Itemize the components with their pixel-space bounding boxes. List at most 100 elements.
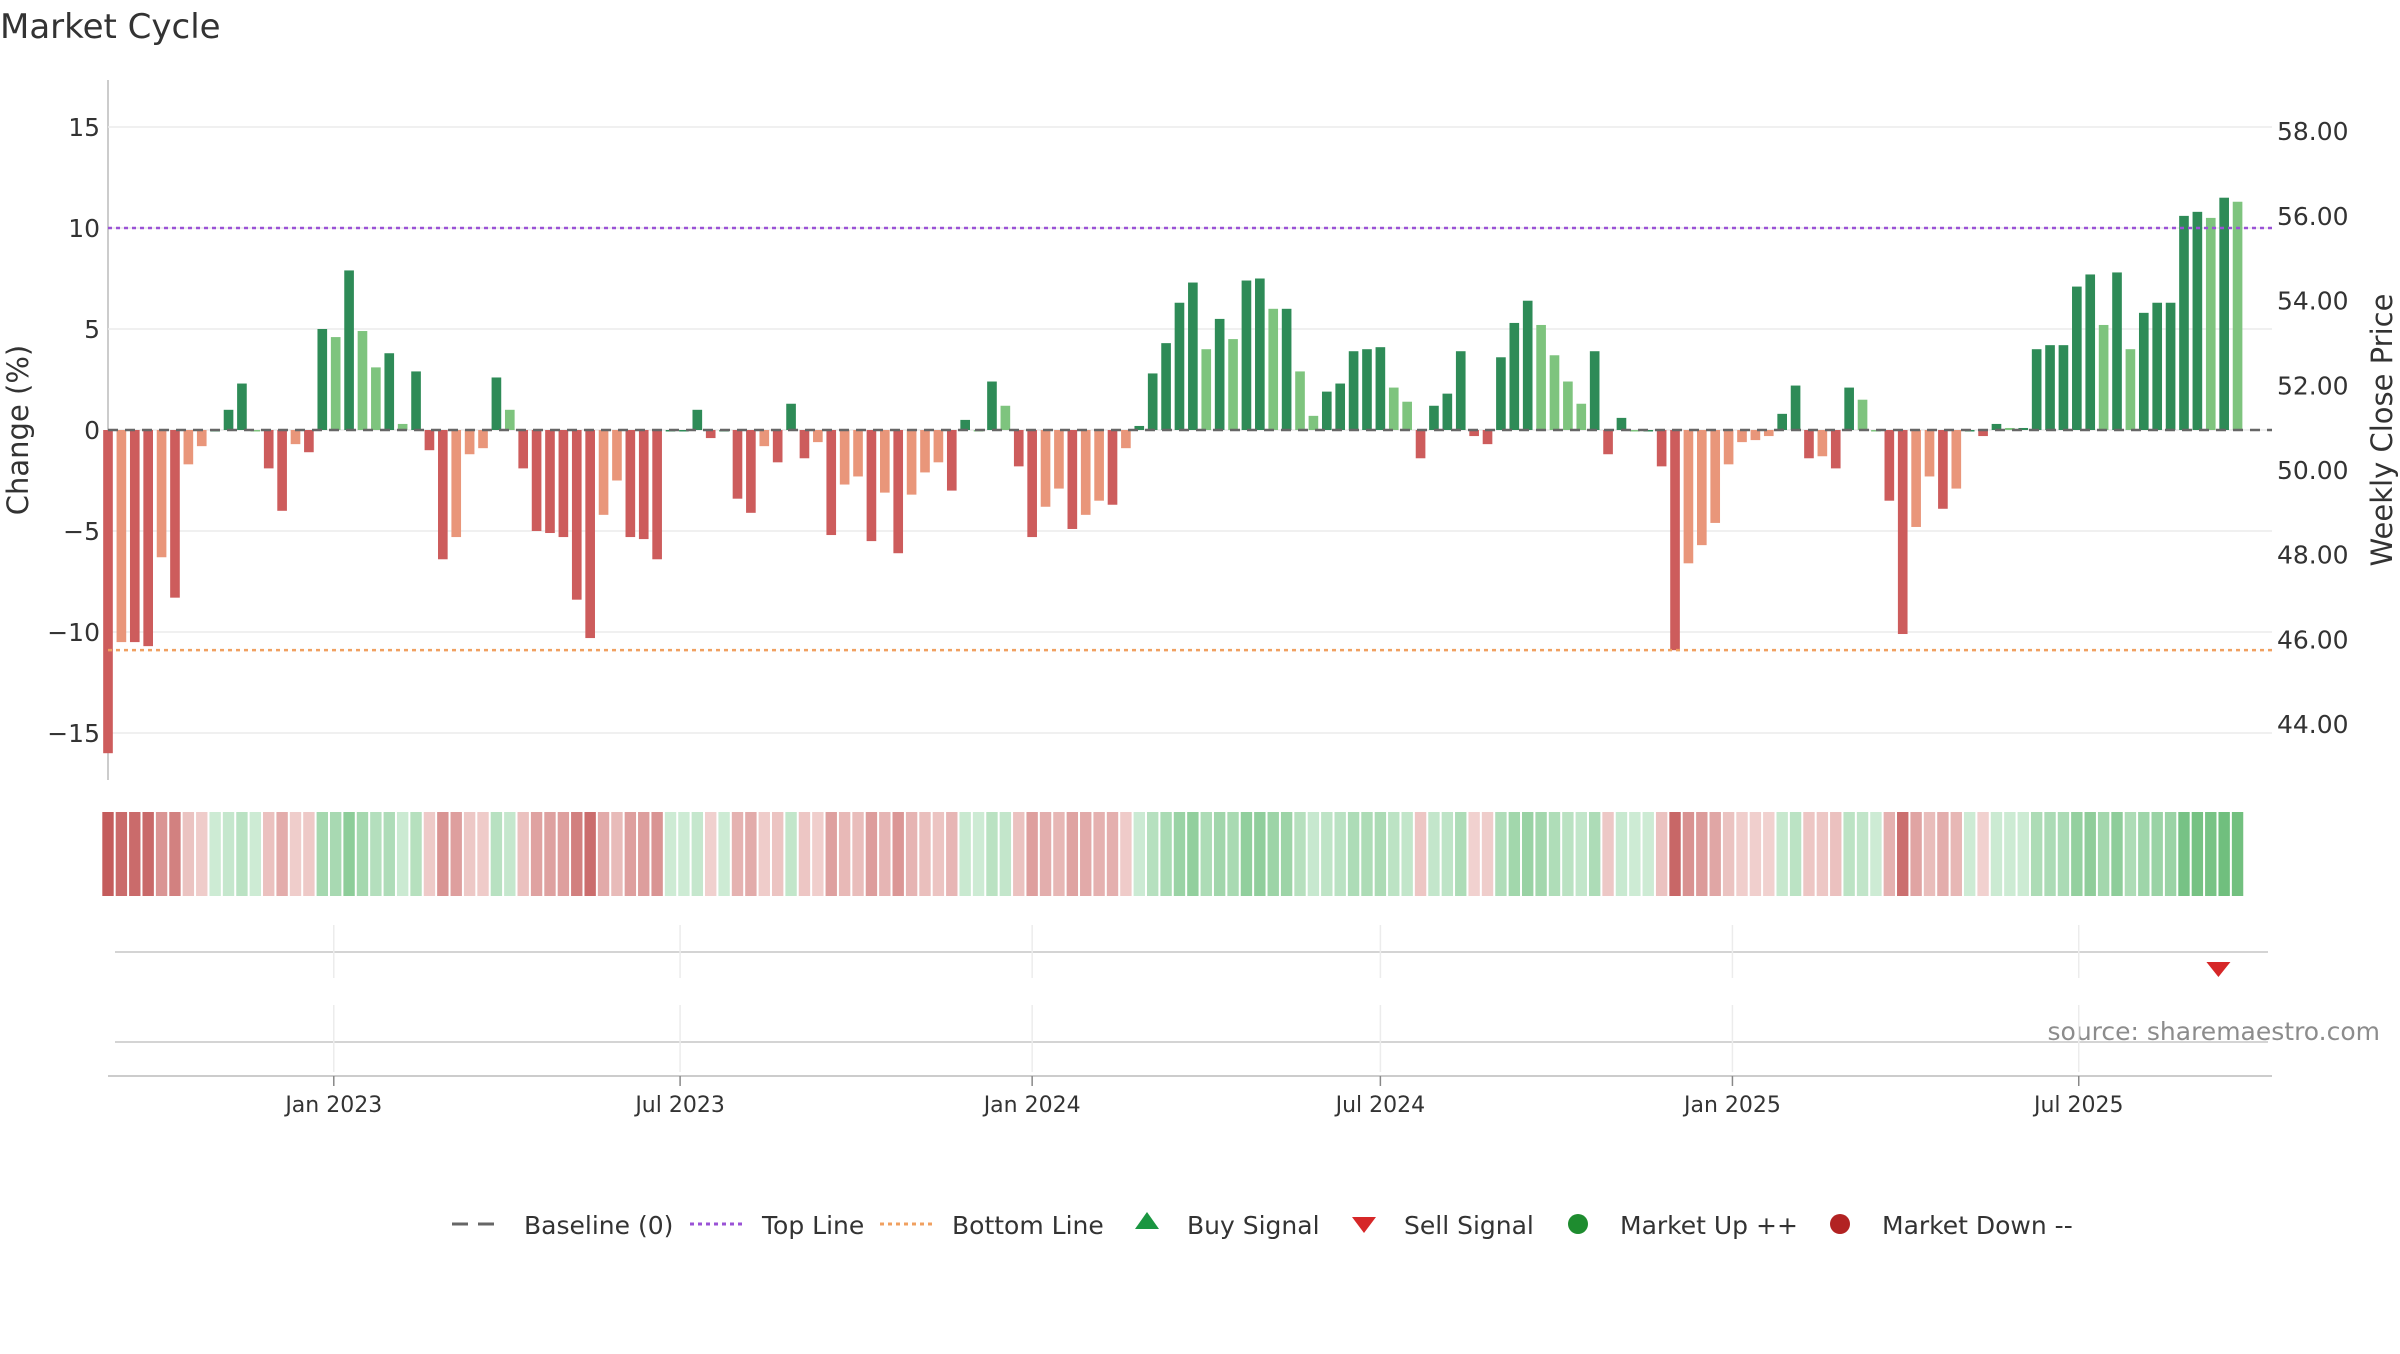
heat-cell	[1240, 812, 1253, 896]
heat-cell	[1361, 812, 1373, 896]
heat-cell	[343, 812, 355, 896]
heat-cell	[1401, 812, 1413, 896]
y2-axis-label: Weekly Close Price	[2365, 294, 2399, 567]
legend-item: Market Up ++	[1568, 1211, 1798, 1240]
heat-cell	[1374, 812, 1387, 896]
bar	[129, 430, 140, 643]
heat-cell	[289, 812, 302, 896]
heat-cell	[249, 812, 262, 896]
heat-cell	[1347, 812, 1360, 896]
heat-cell	[1870, 812, 1882, 896]
bar	[1375, 347, 1386, 430]
heat-cell	[383, 812, 395, 896]
heat-cell	[1816, 812, 1829, 896]
bar	[638, 430, 649, 540]
bar	[317, 329, 328, 430]
bar	[2018, 427, 2029, 430]
heat-cell	[102, 812, 114, 896]
bar	[1790, 385, 1801, 430]
bar	[384, 353, 395, 430]
heat-cell	[1615, 812, 1628, 896]
bar	[1281, 308, 1292, 430]
heat-cell	[1468, 812, 1480, 896]
heat-cell	[932, 812, 945, 896]
legend-symbol	[1135, 1212, 1159, 1229]
bar	[1897, 430, 1908, 635]
legend-label: Market Up ++	[1620, 1211, 1798, 1240]
heat-cell	[1187, 812, 1199, 896]
bar	[1630, 430, 1640, 432]
bar	[598, 430, 609, 515]
bar	[1295, 371, 1305, 430]
bar	[1978, 430, 1988, 437]
y2-tick-label: 52.00	[2277, 371, 2349, 400]
bar	[2152, 302, 2163, 430]
y-tick-label: −10	[47, 618, 100, 647]
bar	[1817, 430, 1828, 457]
heat-cell	[2151, 812, 2163, 896]
heat-cell	[1669, 812, 1681, 896]
bar	[223, 409, 234, 430]
bar	[1536, 324, 1546, 430]
x-tick-label: Jan 2024	[982, 1093, 1081, 1118]
bar	[1777, 413, 1787, 430]
bar	[518, 430, 529, 469]
heat-cell	[919, 812, 931, 896]
heat-cell	[544, 812, 556, 896]
heat-cell	[169, 812, 181, 896]
heat-cell	[1709, 812, 1721, 896]
heat-cell	[1562, 812, 1574, 896]
bar	[1040, 430, 1051, 507]
heat-cell	[504, 812, 516, 896]
legend-label: Baseline (0)	[524, 1211, 673, 1240]
heat-cell	[2124, 812, 2137, 896]
legend-label: Market Down --	[1882, 1211, 2073, 1240]
bar	[1723, 430, 1734, 465]
bar	[2112, 272, 2122, 430]
y2-tick-label: 44.00	[2277, 710, 2349, 739]
heat-cell	[1455, 812, 1467, 896]
heat-cell	[1977, 812, 1989, 896]
bar	[1107, 430, 1118, 505]
heat-cell	[1682, 812, 1695, 896]
heat-cell	[463, 812, 476, 896]
bar	[1335, 383, 1346, 430]
heat-cell	[1428, 812, 1440, 896]
heat-cell	[1039, 812, 1052, 896]
x-tick-label: Jan 2023	[283, 1093, 382, 1118]
bar	[290, 430, 301, 445]
bar	[1697, 430, 1707, 546]
heat-cell	[664, 812, 677, 896]
heat-cell	[597, 812, 610, 896]
y-axis-ticks: −15 −10 −5 0 5 10 15	[47, 113, 100, 748]
heat-cell	[771, 812, 784, 896]
bar	[156, 430, 167, 558]
bar	[545, 430, 555, 534]
bar	[2138, 312, 2149, 430]
bar	[1455, 351, 1466, 430]
bar	[1991, 423, 2002, 430]
heat-cell	[1696, 812, 1708, 896]
bar	[183, 430, 194, 465]
bar	[1804, 430, 1814, 459]
bar	[1643, 430, 1654, 432]
heat-cell	[1026, 812, 1038, 896]
bar	[304, 430, 314, 453]
heat-cell	[222, 812, 235, 896]
heat-cell	[1146, 812, 1159, 896]
bar	[196, 430, 207, 447]
y-tick-label: 5	[84, 315, 100, 344]
y-tick-label: 0	[84, 416, 100, 445]
bar	[451, 430, 462, 538]
heat-cell	[691, 812, 704, 896]
bar	[2232, 201, 2243, 430]
heat-cell	[1481, 812, 1494, 896]
bar	[531, 430, 542, 531]
legend-label: Sell Signal	[1404, 1211, 1534, 1240]
bar	[1228, 339, 1238, 430]
bar	[1388, 387, 1399, 430]
heat-cell	[745, 812, 757, 896]
heat-cell	[1321, 812, 1333, 896]
legend-item: Buy Signal	[1135, 1211, 1320, 1240]
